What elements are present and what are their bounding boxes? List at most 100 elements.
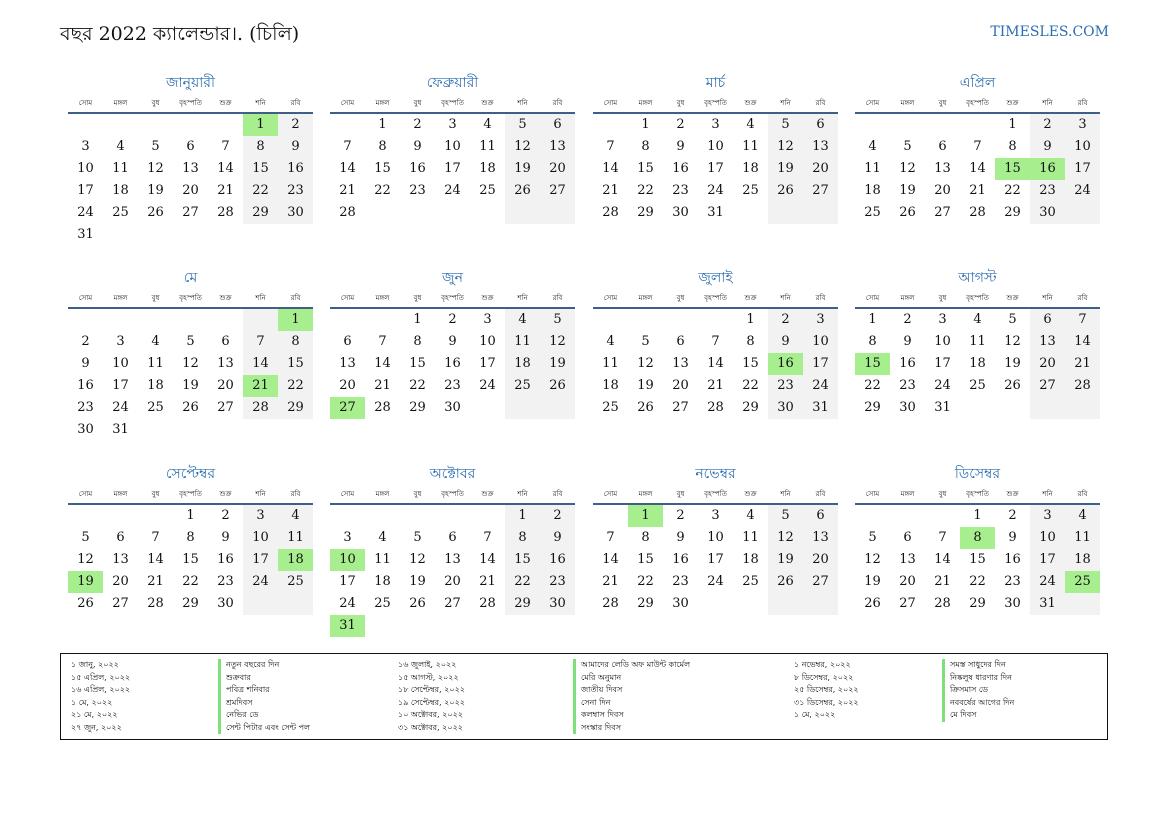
day-cell[interactable]: 7: [221, 139, 230, 154]
day-cell[interactable]: 21: [602, 574, 619, 589]
holiday-day-cell[interactable]: 19: [68, 571, 103, 593]
day-cell[interactable]: 12: [768, 136, 803, 158]
day-cell[interactable]: 11: [479, 139, 496, 154]
day-cell[interactable]: 26: [409, 596, 426, 611]
day-cell[interactable]: 31: [707, 205, 724, 220]
day-cell[interactable]: 17: [112, 378, 129, 393]
day-cell[interactable]: 7: [711, 334, 720, 349]
day-cell[interactable]: 10: [112, 356, 129, 371]
day-cell[interactable]: 21: [374, 378, 391, 393]
day-cell[interactable]: 23: [77, 400, 94, 415]
day-cell[interactable]: 30: [1004, 596, 1021, 611]
day-cell[interactable]: 24: [243, 571, 278, 593]
day-cell[interactable]: 6: [186, 139, 195, 154]
day-cell[interactable]: 28: [479, 596, 496, 611]
day-cell[interactable]: 28: [934, 596, 951, 611]
day-cell[interactable]: 28: [374, 400, 391, 415]
day-cell[interactable]: 3: [483, 312, 492, 327]
day-cell[interactable]: 8: [1008, 139, 1017, 154]
day-cell[interactable]: 29: [742, 400, 759, 415]
day-cell[interactable]: 20: [182, 183, 199, 198]
day-cell[interactable]: 27: [1030, 375, 1065, 397]
holiday-day-cell[interactable]: 1: [243, 114, 278, 136]
day-cell[interactable]: 26: [505, 180, 540, 202]
day-cell[interactable]: 16: [672, 161, 689, 176]
day-cell[interactable]: 19: [505, 158, 540, 180]
day-cell[interactable]: 15: [374, 161, 391, 176]
day-cell[interactable]: 30: [672, 205, 689, 220]
day-cell[interactable]: 5: [1008, 312, 1017, 327]
day-cell[interactable]: 25: [147, 400, 164, 415]
day-cell[interactable]: 16: [540, 549, 575, 571]
day-cell[interactable]: 1: [1008, 117, 1017, 132]
day-cell[interactable]: 27: [803, 180, 838, 202]
day-cell[interactable]: 2: [1030, 114, 1065, 136]
day-cell[interactable]: 4: [151, 334, 160, 349]
day-cell[interactable]: 24: [707, 183, 724, 198]
day-cell[interactable]: 4: [1065, 505, 1100, 527]
day-cell[interactable]: 29: [864, 400, 881, 415]
day-cell[interactable]: 1: [413, 312, 422, 327]
day-cell[interactable]: 20: [934, 183, 951, 198]
day-cell[interactable]: 9: [278, 136, 313, 158]
day-cell[interactable]: 8: [868, 334, 877, 349]
day-cell[interactable]: 17: [1065, 158, 1100, 180]
day-cell[interactable]: 13: [339, 356, 356, 371]
day-cell[interactable]: 18: [969, 356, 986, 371]
day-cell[interactable]: 11: [278, 527, 313, 549]
day-cell[interactable]: 9: [1030, 136, 1065, 158]
day-cell[interactable]: 15: [409, 356, 426, 371]
day-cell[interactable]: 19: [147, 183, 164, 198]
day-cell[interactable]: 2: [278, 114, 313, 136]
day-cell[interactable]: 12: [147, 161, 164, 176]
holiday-day-cell[interactable]: 27: [330, 397, 365, 419]
day-cell[interactable]: 23: [444, 378, 461, 393]
day-cell[interactable]: 13: [899, 552, 916, 567]
day-cell[interactable]: 13: [444, 552, 461, 567]
day-cell[interactable]: 7: [973, 139, 982, 154]
day-cell[interactable]: 21: [969, 183, 986, 198]
day-cell[interactable]: 14: [969, 161, 986, 176]
day-cell[interactable]: 11: [742, 530, 759, 545]
day-cell[interactable]: 13: [672, 356, 689, 371]
day-cell[interactable]: 12: [77, 552, 94, 567]
day-cell[interactable]: 18: [147, 378, 164, 393]
day-cell[interactable]: 22: [637, 574, 654, 589]
day-cell[interactable]: 25: [505, 375, 540, 397]
day-cell[interactable]: 10: [707, 139, 724, 154]
day-cell[interactable]: 2: [221, 508, 230, 523]
day-cell[interactable]: 10: [1030, 527, 1065, 549]
day-cell[interactable]: 26: [768, 571, 803, 593]
day-cell[interactable]: 18: [505, 353, 540, 375]
day-cell[interactable]: 13: [217, 356, 234, 371]
day-cell[interactable]: 14: [1065, 331, 1100, 353]
day-cell[interactable]: 11: [505, 331, 540, 353]
day-cell[interactable]: 11: [969, 334, 986, 349]
day-cell[interactable]: 8: [641, 530, 650, 545]
day-cell[interactable]: 8: [746, 334, 755, 349]
holiday-day-cell[interactable]: 8: [960, 527, 995, 549]
day-cell[interactable]: 17: [803, 353, 838, 375]
day-cell[interactable]: 30: [1030, 202, 1065, 224]
day-cell[interactable]: 19: [637, 378, 654, 393]
day-cell[interactable]: 1: [505, 505, 540, 527]
day-cell[interactable]: 25: [969, 378, 986, 393]
holiday-day-cell[interactable]: 31: [330, 615, 365, 637]
day-cell[interactable]: 25: [742, 574, 759, 589]
day-cell[interactable]: 5: [540, 309, 575, 331]
holiday-day-cell[interactable]: 18: [278, 549, 313, 571]
day-cell[interactable]: 9: [1008, 530, 1017, 545]
day-cell[interactable]: 26: [540, 375, 575, 397]
day-cell[interactable]: 3: [343, 530, 352, 545]
day-cell[interactable]: 3: [81, 139, 90, 154]
day-cell[interactable]: 15: [505, 549, 540, 571]
day-cell[interactable]: 23: [217, 574, 234, 589]
day-cell[interactable]: 12: [637, 356, 654, 371]
day-cell[interactable]: 5: [151, 139, 160, 154]
day-cell[interactable]: 21: [707, 378, 724, 393]
day-cell[interactable]: 2: [903, 312, 912, 327]
day-cell[interactable]: 28: [969, 205, 986, 220]
day-cell[interactable]: 29: [409, 400, 426, 415]
day-cell[interactable]: 28: [339, 205, 356, 220]
day-cell[interactable]: 22: [1004, 183, 1021, 198]
